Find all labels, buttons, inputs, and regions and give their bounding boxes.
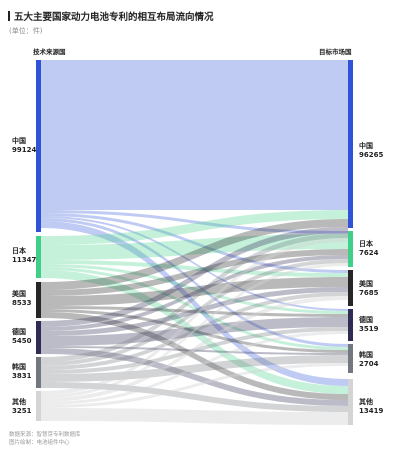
unit-note: (单位：件)	[9, 27, 43, 35]
flow-usa-to-china	[41, 219, 348, 290]
target-label-usa-name: 美国	[359, 280, 373, 288]
target-label-other-value: 13419	[359, 407, 384, 415]
flow-china-to-korea	[41, 218, 348, 347]
flow-korea-to-usa	[41, 292, 348, 370]
source-label-usa: 美国 8533	[12, 290, 31, 308]
source-label-other-value: 3251	[12, 407, 32, 415]
flow-china-to-japan	[41, 210, 348, 234]
flow-other-to-china	[41, 238, 348, 395]
target-label-china-value: 96265	[359, 151, 384, 159]
flow-usa-to-germany	[41, 306, 348, 317]
sankey-links	[41, 60, 348, 425]
target-node-other	[348, 379, 353, 425]
flow-japan-to-other	[41, 270, 348, 394]
target-label-japan: 日本 7624	[359, 240, 378, 258]
source-node-germany	[36, 321, 41, 354]
flow-germany-to-china	[41, 227, 348, 327]
target-label-korea-value: 2704	[359, 360, 379, 368]
target-label-other: 其他 13419	[359, 398, 383, 416]
flow-korea-to-other	[41, 382, 348, 412]
target-node-germany	[348, 309, 353, 341]
footer-author: 图片绘制：电池组件中心	[9, 440, 70, 446]
source-label-japan-value: 11347	[12, 256, 37, 264]
footer-source: 数据来源：智慧芽专利数据库	[9, 432, 81, 438]
flow-china-to-germany	[41, 216, 348, 311]
source-label-usa-value: 8533	[12, 299, 32, 307]
flow-japan-to-japan	[41, 234, 348, 260]
sankey-nodes	[36, 60, 353, 425]
source-label-other: 其他 3251	[12, 398, 31, 416]
flow-germany-to-korea	[41, 346, 348, 355]
target-axis-label: 目标市场国	[319, 48, 352, 56]
source-label-japan: 日本 11347	[12, 247, 36, 265]
flow-germany-to-germany	[41, 317, 348, 346]
source-node-china	[36, 60, 41, 232]
source-label-other-name: 其他	[12, 398, 26, 406]
source-label-china-value: 99124	[12, 146, 37, 154]
source-node-japan	[36, 236, 41, 278]
flow-china-to-china	[41, 60, 348, 210]
source-label-germany: 德国 5450	[12, 328, 31, 346]
target-node-usa	[348, 270, 353, 306]
target-node-china	[348, 60, 353, 228]
target-label-japan-name: 日本	[359, 240, 373, 248]
source-label-germany-value: 5450	[12, 337, 32, 345]
chart-title-text: 五大主要国家动力电池专利的相互布局流向情况	[14, 12, 214, 23]
flow-other-to-korea	[41, 363, 348, 408]
flow-other-to-japan	[41, 263, 348, 398]
flow-china-to-other	[41, 221, 348, 386]
source-node-korea	[36, 357, 41, 388]
source-label-china: 中国 99124	[12, 137, 36, 155]
source-node-other	[36, 391, 41, 421]
target-label-germany: 德国 3519	[359, 316, 378, 334]
flow-korea-to-china	[41, 233, 348, 362]
target-node-korea	[348, 344, 353, 373]
source-label-china-name: 中国	[12, 137, 26, 145]
flow-usa-to-japan	[41, 249, 348, 296]
source-label-korea: 韩国 3831	[12, 363, 31, 381]
flow-other-to-germany	[41, 331, 348, 405]
source-label-usa-name: 美国	[12, 290, 26, 298]
flow-germany-to-usa	[41, 287, 348, 336]
target-label-usa-value: 7685	[359, 289, 379, 297]
target-label-germany-value: 3519	[359, 325, 379, 333]
source-label-korea-name: 韩国	[12, 363, 26, 371]
target-node-japan	[348, 231, 353, 267]
flow-other-to-usa	[41, 296, 348, 402]
flow-korea-to-korea	[41, 355, 348, 382]
flow-japan-to-china	[41, 210, 348, 245]
source-node-usa	[36, 282, 41, 318]
target-label-korea-name: 韩国	[359, 351, 373, 359]
flow-usa-to-korea	[41, 309, 348, 353]
target-label-china: 中国 96265	[359, 142, 383, 160]
chart-title: 五大主要国家动力电池专利的相互布局流向情况	[8, 9, 214, 23]
target-label-usa: 美国 7685	[359, 280, 378, 298]
flow-germany-to-other	[41, 348, 348, 406]
flow-korea-to-germany	[41, 327, 348, 374]
flow-japan-to-germany	[41, 264, 348, 314]
flow-germany-to-japan	[41, 255, 348, 331]
source-axis-label: 技术来源国	[33, 48, 66, 56]
flow-china-to-usa	[41, 213, 348, 273]
flow-japan-to-korea	[41, 267, 348, 350]
flow-usa-to-other	[41, 312, 348, 400]
source-label-japan-name: 日本	[12, 247, 26, 255]
flow-other-to-other	[41, 408, 348, 425]
source-label-korea-value: 3831	[12, 372, 32, 380]
target-label-china-name: 中国	[359, 142, 373, 150]
target-label-korea: 韩国 2704	[359, 351, 378, 369]
target-label-germany-name: 德国	[359, 316, 373, 324]
source-label-germany-name: 德国	[12, 328, 26, 336]
flow-japan-to-usa	[41, 260, 348, 277]
target-label-japan-value: 7624	[359, 249, 379, 257]
target-label-other-name: 其他	[359, 398, 373, 406]
flow-usa-to-usa	[41, 277, 348, 306]
flow-korea-to-japan	[41, 259, 348, 366]
